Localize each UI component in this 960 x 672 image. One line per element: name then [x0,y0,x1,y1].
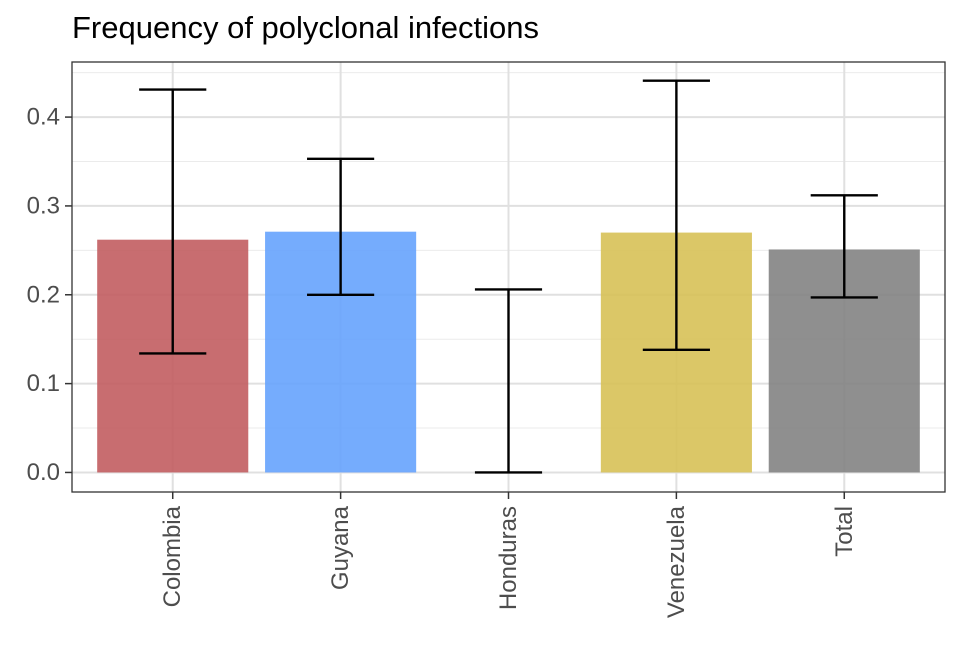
bars [97,231,920,473]
axes: 0.0 0.1 0.2 0.3 0.4 Colombia Guyana Honduras Ven… [27,104,858,619]
y-tick-label: 0.4 [27,104,60,131]
error-bar-honduras [474,288,543,474]
x-tick-label-honduras: Honduras [495,506,522,610]
x-tick-label-venezuela: Venezuela [663,505,690,618]
chart-title: Frequency of polyclonal infections [72,10,539,45]
y-tick-label: 0.3 [27,192,60,219]
y-tick-label: 0.2 [27,281,60,308]
error-bar-guyana [307,157,375,296]
error-bar-venezuela [642,79,710,352]
error-bar-colombia [139,88,207,355]
x-tick-label-total: Total [831,506,858,557]
y-tick-label: 0.1 [27,370,60,397]
x-tick-label-colombia: Colombia [159,505,186,607]
error-bars [139,79,878,474]
x-tick-label-guyana: Guyana [327,505,354,590]
y-tick-label: 0.0 [27,459,60,486]
error-bar-total [810,194,878,299]
